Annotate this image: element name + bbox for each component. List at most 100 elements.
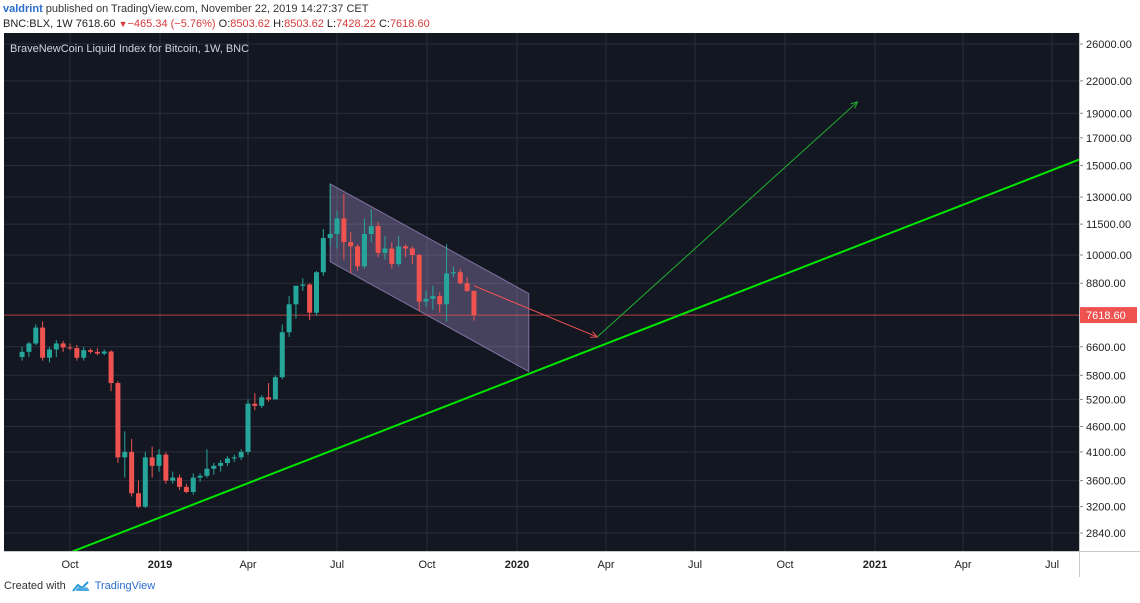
candle-body bbox=[19, 351, 25, 358]
candle-body bbox=[430, 296, 436, 299]
candle-body bbox=[423, 298, 429, 302]
time-axis-label: Jul bbox=[688, 559, 702, 571]
price-axis-label: 26000.00 bbox=[1086, 39, 1132, 51]
last-price-label: 7618.60 bbox=[1086, 310, 1126, 322]
time-axis-label: 2019 bbox=[148, 559, 172, 571]
close-label: C: bbox=[378, 18, 390, 30]
candle-body bbox=[218, 462, 224, 466]
candle-body bbox=[135, 493, 141, 507]
open-label: O: bbox=[218, 18, 231, 30]
time-axis[interactable] bbox=[4, 551, 1079, 577]
high-label: H: bbox=[273, 18, 285, 30]
candle-body bbox=[334, 218, 340, 234]
candle-body bbox=[396, 246, 402, 265]
candle-body bbox=[286, 304, 292, 333]
author-name[interactable]: valdrint bbox=[3, 3, 43, 15]
price-axis-label: 11500.00 bbox=[1086, 219, 1131, 231]
candle-body bbox=[190, 477, 196, 492]
price-axis-label: 17000.00 bbox=[1086, 133, 1132, 145]
time-axis-label: Oct bbox=[776, 559, 793, 571]
price-axis-label: 5800.00 bbox=[1086, 370, 1126, 382]
candle-body bbox=[231, 457, 237, 459]
candle-body bbox=[361, 233, 367, 267]
candle-body bbox=[457, 272, 463, 284]
last-price-badge bbox=[1080, 307, 1137, 324]
candle-body bbox=[389, 248, 395, 265]
price-axis[interactable] bbox=[1079, 33, 1140, 551]
descending-channel bbox=[329, 183, 530, 373]
candle-body bbox=[204, 468, 210, 476]
candle-body bbox=[252, 403, 258, 406]
published-text: published on TradingView.com, November 2… bbox=[45, 3, 369, 15]
projection-up-line bbox=[596, 101, 858, 338]
candle-body bbox=[464, 283, 470, 291]
candle-body bbox=[444, 273, 450, 305]
chart-pane[interactable] bbox=[4, 33, 1079, 551]
price-axis-label: 6600.00 bbox=[1086, 342, 1126, 354]
time-axis-label: Apr bbox=[239, 559, 256, 571]
publication-line: valdrint published on TradingView.com, N… bbox=[3, 3, 368, 15]
candle-body bbox=[293, 285, 299, 305]
tradingview-logo-icon bbox=[72, 580, 89, 592]
projection-down-line bbox=[473, 285, 598, 338]
time-axis-label: 2020 bbox=[505, 559, 529, 571]
candle-body bbox=[183, 486, 189, 492]
footer: Created with TradingView bbox=[4, 580, 155, 592]
last-price: 7618.60 bbox=[75, 18, 116, 30]
price-axis-label: 10000.00 bbox=[1086, 250, 1132, 262]
price-axis-label: 3600.00 bbox=[1086, 476, 1126, 488]
tradingview-brand[interactable]: TradingView bbox=[94, 580, 156, 592]
price-axis-label: 3200.00 bbox=[1086, 502, 1126, 514]
price-axis-label: 22000.00 bbox=[1086, 76, 1132, 88]
candle-body bbox=[375, 226, 381, 253]
candle-body bbox=[471, 290, 477, 316]
price-axis-label: 5200.00 bbox=[1086, 394, 1126, 406]
candle-body bbox=[355, 246, 361, 267]
candle-body bbox=[94, 351, 100, 354]
price-change: −465.34 (−5.76%) bbox=[127, 18, 216, 30]
candle-body bbox=[341, 218, 347, 243]
projection-arrowhead bbox=[850, 101, 859, 109]
candle-body bbox=[382, 248, 388, 253]
price-axis-label: 13000.00 bbox=[1086, 192, 1132, 204]
candle-body bbox=[81, 350, 87, 358]
candle-body bbox=[60, 343, 66, 348]
candle-body bbox=[300, 284, 306, 286]
time-axis-label: Apr bbox=[597, 559, 614, 571]
candle-body bbox=[40, 327, 46, 358]
candle-body bbox=[327, 233, 333, 239]
open-value: 8503.62 bbox=[230, 18, 271, 30]
candle-body bbox=[409, 248, 415, 256]
candle-body bbox=[177, 477, 183, 487]
price-axis-label: 8800.00 bbox=[1086, 278, 1126, 290]
candle-body bbox=[115, 383, 121, 458]
candle-body bbox=[307, 284, 313, 313]
candle-body bbox=[129, 451, 135, 494]
candle-body bbox=[53, 343, 59, 350]
candle-body bbox=[450, 272, 456, 274]
candle-body bbox=[416, 255, 422, 302]
candle-body bbox=[122, 451, 128, 458]
candle-body bbox=[437, 296, 443, 305]
candle-body bbox=[101, 351, 107, 354]
candle-body bbox=[313, 272, 319, 313]
created-with-label: Created with bbox=[4, 580, 66, 592]
down-arrow-icon: ▼ bbox=[118, 19, 128, 29]
candle-body bbox=[348, 242, 354, 247]
candle-body bbox=[149, 457, 155, 466]
plot-area bbox=[4, 33, 1079, 551]
time-axis-label: Jul bbox=[1045, 559, 1059, 571]
time-axis-label: Oct bbox=[61, 559, 78, 571]
candle-body bbox=[320, 238, 326, 273]
candle-body bbox=[46, 349, 52, 358]
candle-body bbox=[272, 377, 278, 400]
candle-body bbox=[402, 246, 408, 249]
candle-body bbox=[88, 350, 94, 352]
symbol-label: BNC:BLX, 1W bbox=[3, 18, 73, 30]
publication-header: valdrint published on TradingView.com, N… bbox=[0, 0, 1140, 33]
candle-body bbox=[108, 351, 114, 384]
candle-body bbox=[245, 403, 251, 452]
candle-body bbox=[156, 454, 162, 466]
chart-title: BraveNewCoin Liquid Index for Bitcoin, 1… bbox=[10, 43, 250, 55]
low-label: L: bbox=[326, 18, 337, 30]
